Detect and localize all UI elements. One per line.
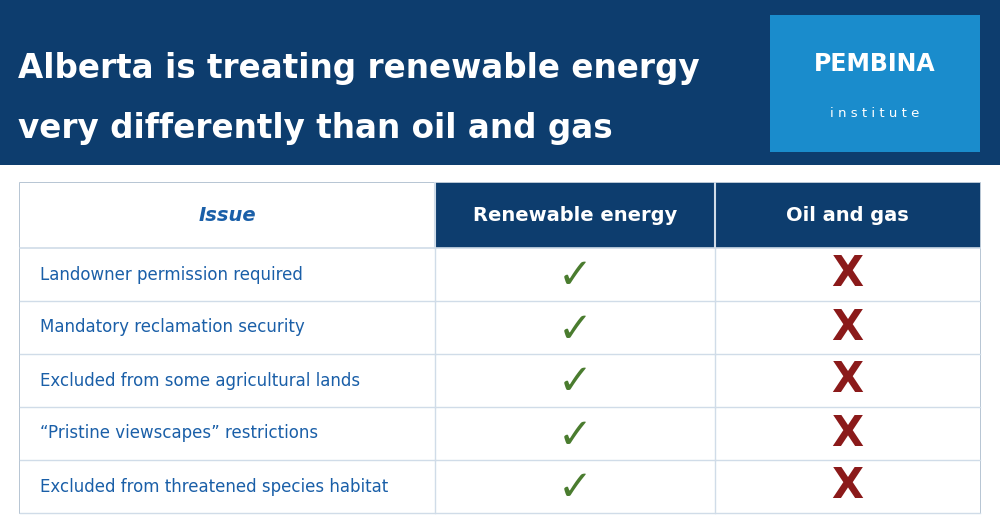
Text: Oil and gas: Oil and gas: [786, 206, 909, 225]
Text: Issue: Issue: [199, 206, 256, 225]
Text: X: X: [831, 254, 864, 296]
Text: X: X: [831, 466, 864, 508]
Bar: [20, 183, 980, 513]
Text: ✓: ✓: [558, 415, 592, 457]
Text: X: X: [831, 307, 864, 349]
Text: Renewable energy: Renewable energy: [473, 206, 677, 225]
Text: X: X: [831, 413, 864, 455]
Bar: [715, 183, 980, 248]
Text: X: X: [831, 360, 864, 402]
Bar: [20, 248, 980, 301]
Bar: [0, 0, 1000, 165]
Bar: [770, 15, 980, 152]
Text: Excluded from threatened species habitat: Excluded from threatened species habitat: [40, 478, 388, 496]
Text: “Pristine viewscapes” restrictions: “Pristine viewscapes” restrictions: [40, 425, 318, 443]
Bar: [20, 301, 980, 354]
Text: ✓: ✓: [558, 256, 592, 298]
Bar: [435, 183, 715, 248]
Text: PEMBINA: PEMBINA: [814, 52, 936, 76]
Text: very differently than oil and gas: very differently than oil and gas: [18, 112, 613, 145]
Text: ✓: ✓: [558, 362, 592, 404]
Text: Landowner permission required: Landowner permission required: [40, 266, 303, 284]
Bar: [20, 407, 980, 460]
Text: Mandatory reclamation security: Mandatory reclamation security: [40, 319, 305, 337]
Text: Excluded from some agricultural lands: Excluded from some agricultural lands: [40, 372, 360, 390]
Text: Alberta is treating renewable energy: Alberta is treating renewable energy: [18, 52, 700, 85]
Bar: [20, 183, 435, 248]
Text: ✓: ✓: [558, 467, 592, 509]
Text: i n s t i t u t e: i n s t i t u t e: [830, 107, 920, 120]
Bar: [20, 460, 980, 513]
Bar: [20, 354, 980, 407]
Text: ✓: ✓: [558, 309, 592, 351]
